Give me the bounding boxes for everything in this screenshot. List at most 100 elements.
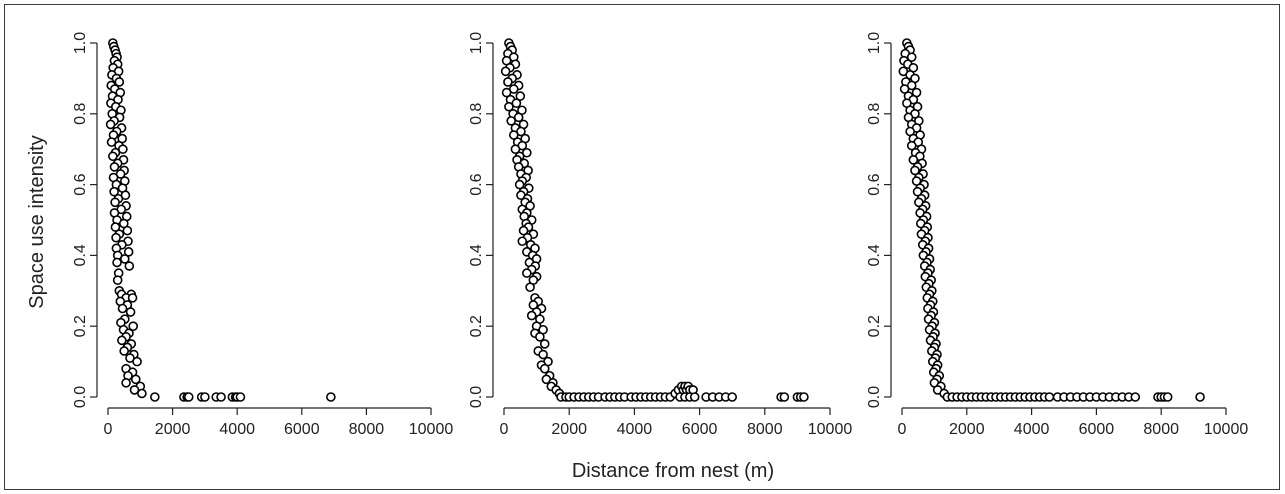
x-tick-label: 0 — [500, 421, 509, 438]
data-point — [525, 282, 535, 293]
data-point — [779, 392, 790, 402]
y-tick-label: 0.6 — [866, 173, 883, 195]
data-point — [110, 222, 121, 232]
data-point — [503, 77, 513, 87]
x-tick-label: 2000 — [949, 421, 985, 438]
data-point — [122, 225, 133, 236]
y-tick-label: 0.4 — [72, 244, 89, 266]
data-point — [118, 144, 128, 154]
y-tick-label: 0.2 — [72, 315, 89, 337]
data-point — [150, 392, 160, 402]
panel-2: 0 2000 4000 6000 8000 10000 0.0 0.2 0.4 0.6 0.8 1.0 — [468, 32, 852, 438]
data-point — [216, 392, 226, 402]
y-tick-label: 0.2 — [468, 315, 485, 337]
x-tick-label: 4000 — [617, 421, 653, 438]
data-point — [109, 186, 119, 197]
data-point — [106, 137, 117, 147]
y-tick-label: 0.0 — [866, 386, 883, 408]
x-tick-label: 2000 — [551, 421, 587, 438]
data-point — [108, 151, 118, 162]
y-tick-label: 0.4 — [468, 244, 485, 266]
data-point — [517, 236, 528, 247]
data-point — [1130, 392, 1141, 402]
data-point — [908, 155, 919, 165]
data-point — [109, 162, 120, 172]
data-point — [522, 268, 532, 278]
scatter-plots: Space use intensity Distance from nest (… — [26, 32, 1248, 482]
y-tick-label: 0.6 — [468, 173, 485, 195]
data-point — [129, 385, 140, 395]
data-point — [1044, 392, 1055, 402]
x-tick-label: 8000 — [747, 421, 783, 438]
data-point — [504, 101, 514, 112]
data-point — [119, 254, 130, 264]
data-point — [906, 52, 917, 62]
data-point — [326, 392, 336, 402]
panel-3: 0 2000 4000 6000 8000 10000 0.0 0.2 0.4 0.6 0.8 1.0 — [866, 32, 1248, 438]
x-tick-label: 10000 — [808, 421, 853, 438]
x-tick-label: 2000 — [155, 421, 191, 438]
data-point — [112, 257, 122, 268]
data-point — [1195, 392, 1205, 402]
data-point — [110, 197, 120, 208]
x-tick-label: 0 — [104, 421, 113, 438]
y-tick-label: 0.8 — [72, 103, 89, 125]
data-point — [121, 378, 131, 388]
data-point — [119, 346, 129, 356]
data-point — [526, 310, 537, 321]
data-point — [183, 392, 194, 402]
x-tick-label: 6000 — [682, 421, 718, 438]
data-point — [511, 98, 522, 108]
data-point — [127, 293, 138, 303]
x-tick-label: 4000 — [1014, 421, 1050, 438]
data-point — [535, 332, 545, 342]
y-tick-label: 0.8 — [866, 103, 883, 125]
x-axis-title: Distance from nest (m) — [572, 460, 774, 482]
data-point — [506, 116, 516, 126]
data-point — [128, 321, 138, 332]
data-point — [137, 388, 147, 399]
data-point — [112, 275, 123, 285]
x-tick-label: 8000 — [349, 421, 385, 438]
data-point — [501, 87, 512, 98]
data-point — [513, 112, 524, 123]
x-tick-label: 6000 — [284, 421, 320, 438]
y-axis-title: Space use intensity — [26, 135, 48, 308]
y-tick-label: 0.6 — [72, 173, 89, 195]
y-tick-label: 0.0 — [72, 386, 89, 408]
data-point — [539, 363, 550, 374]
data-point — [899, 84, 910, 94]
y-tick-label: 1.0 — [468, 32, 485, 54]
data-point — [111, 232, 121, 243]
data-point — [123, 247, 134, 257]
y-tick-label: 0.0 — [468, 386, 485, 408]
x-tick-label: 8000 — [1143, 421, 1179, 438]
data-point — [235, 392, 246, 402]
data-point — [799, 392, 809, 402]
x-tick-label: 0 — [898, 421, 907, 438]
data-point — [500, 66, 511, 77]
x-tick-label: 10000 — [1204, 421, 1249, 438]
data-point — [117, 335, 127, 346]
data-point — [515, 91, 526, 101]
x-tick-label: 6000 — [1079, 421, 1115, 438]
y-tick-label: 1.0 — [72, 32, 89, 54]
y-tick-label: 0.4 — [866, 244, 883, 266]
y-tick-label: 0.2 — [866, 315, 883, 337]
data-point — [114, 77, 125, 87]
data-point — [124, 261, 135, 271]
figure-frame: Space use intensity Distance from nest (… — [4, 4, 1280, 490]
data-point — [105, 119, 116, 130]
data-point — [518, 225, 529, 236]
y-tick-label: 1.0 — [866, 32, 883, 54]
y-tick-label: 0.8 — [468, 103, 485, 125]
x-tick-label: 10000 — [409, 421, 454, 438]
data-point — [910, 165, 920, 176]
data-point — [510, 144, 521, 154]
data-point — [508, 130, 519, 140]
data-point — [1162, 392, 1173, 402]
data-point — [906, 140, 917, 151]
data-point — [514, 179, 525, 190]
data-point — [689, 392, 700, 402]
x-tick-label: 4000 — [219, 421, 255, 438]
